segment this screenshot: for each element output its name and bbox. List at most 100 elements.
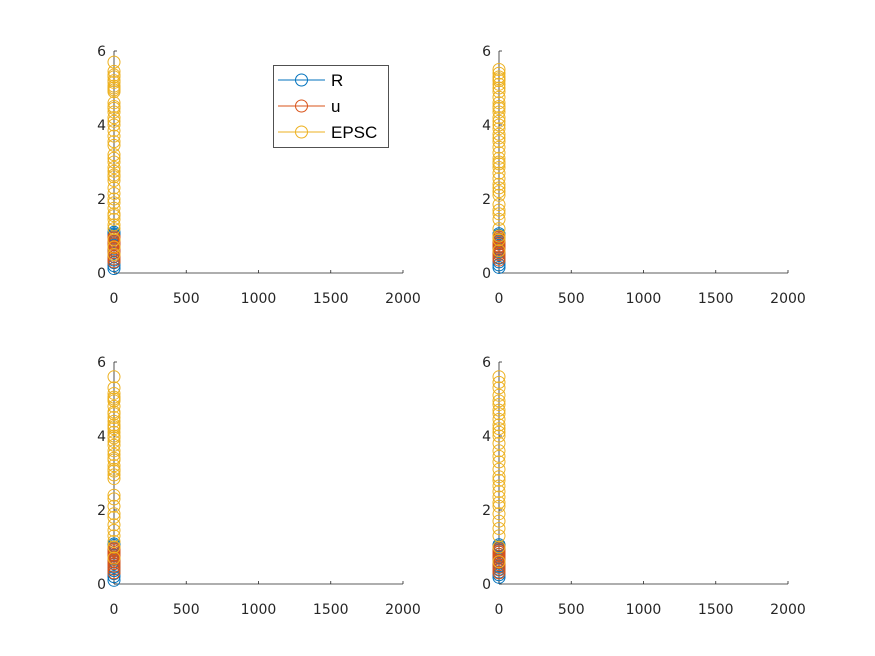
- data-point: [492, 72, 506, 86]
- data-point: [107, 161, 121, 175]
- data-point: [107, 218, 121, 232]
- data-point: [107, 111, 121, 125]
- data-point: [492, 529, 506, 543]
- y-tick-label: 0: [482, 577, 491, 593]
- series-epsc: [107, 55, 121, 261]
- y-tick-label: 0: [97, 577, 106, 593]
- y-tick-label: 6: [97, 44, 106, 60]
- data-point: [492, 96, 506, 110]
- data-point: [107, 392, 121, 406]
- data-point: [492, 403, 506, 417]
- data-point: [107, 492, 121, 506]
- data-point: [492, 473, 506, 487]
- data-point: [107, 386, 121, 400]
- data-point: [492, 412, 506, 426]
- legend: Ru EPSC: [273, 65, 389, 148]
- data-point: [107, 370, 121, 384]
- data-point: [492, 260, 506, 274]
- data-point: [492, 77, 506, 91]
- x-tick-label: 0: [110, 291, 119, 307]
- data-point: [107, 201, 121, 215]
- data-point: [492, 198, 506, 212]
- data-point: [492, 111, 506, 125]
- data-point: [492, 462, 506, 476]
- data-point: [492, 250, 506, 264]
- subplot-3: 0 500 1000 1500 2000 0 2 4 6: [97, 355, 421, 618]
- legend-marker: [295, 73, 308, 87]
- data-point: [107, 105, 121, 119]
- x-tick-label: 1500: [313, 291, 349, 307]
- legend-item-u: u: [278, 97, 340, 116]
- data-point: [492, 181, 506, 195]
- data-point: [492, 560, 506, 574]
- data-point: [107, 114, 121, 128]
- y-tick-label: 2: [97, 503, 106, 519]
- data-point: [107, 411, 121, 424]
- data-point: [492, 166, 506, 180]
- data-point: [107, 148, 121, 162]
- data-point: [107, 181, 121, 195]
- data-point: [107, 570, 121, 584]
- x-tick-label: 0: [495, 291, 504, 307]
- y-tick-label: 0: [482, 266, 491, 282]
- data-point: [492, 449, 506, 463]
- data-point: [492, 566, 506, 580]
- data-point: [107, 518, 121, 532]
- data-point: [492, 122, 506, 136]
- data-point: [492, 161, 506, 175]
- data-point: [107, 68, 121, 82]
- data-point: [107, 118, 121, 132]
- data-point: [107, 138, 121, 152]
- x-tick-label: 1500: [698, 291, 734, 307]
- data-point: [492, 407, 506, 421]
- x-tick-label: 1500: [313, 602, 349, 618]
- x-tick-label: 2000: [770, 602, 806, 618]
- y-tick-label: 2: [482, 503, 491, 519]
- data-point: [107, 462, 121, 476]
- data-point: [107, 534, 121, 548]
- x-tick-label: 1000: [626, 291, 662, 307]
- data-point: [107, 431, 121, 445]
- data-point: [107, 96, 121, 110]
- data-point: [492, 212, 506, 226]
- y-tick-label: 6: [482, 44, 491, 60]
- data-point: [492, 388, 506, 402]
- x-tick-label: 500: [173, 602, 200, 618]
- data-point: [107, 83, 121, 97]
- y-tick-label: 4: [482, 429, 491, 445]
- data-point: [492, 507, 506, 521]
- data-point: [492, 172, 506, 186]
- x-tick-label: 2000: [770, 291, 806, 307]
- data-point: [107, 573, 121, 587]
- data-point: [107, 174, 121, 187]
- subplot-4: 0 500 1000 1500 2000 0 2 4 6: [482, 355, 806, 618]
- y-tick-label: 2: [97, 192, 106, 208]
- data-point: [492, 90, 506, 104]
- data-point: [492, 455, 506, 469]
- data-point: [492, 207, 506, 221]
- legend-marker: [295, 125, 308, 139]
- data-point: [492, 233, 506, 247]
- data-point: [107, 448, 121, 461]
- data-point: [107, 55, 121, 69]
- data-point: [107, 212, 121, 226]
- data-point: [107, 79, 121, 93]
- data-point: [107, 101, 121, 115]
- data-point: [107, 209, 121, 223]
- data-point: [492, 131, 506, 145]
- y-tick-label: 0: [97, 266, 106, 282]
- data-point: [107, 399, 121, 413]
- data-point: [107, 405, 121, 419]
- data-point: [107, 186, 121, 200]
- legend-item-epsc: EPSC: [278, 123, 377, 142]
- data-point: [492, 418, 506, 432]
- data-point: [492, 394, 506, 408]
- data-point: [492, 425, 506, 439]
- data-point: [107, 129, 121, 143]
- series-epsc: [107, 370, 121, 565]
- data-point: [107, 566, 121, 580]
- y-tick-label: 4: [482, 118, 491, 134]
- data-point: [107, 196, 121, 210]
- data-point: [492, 370, 506, 384]
